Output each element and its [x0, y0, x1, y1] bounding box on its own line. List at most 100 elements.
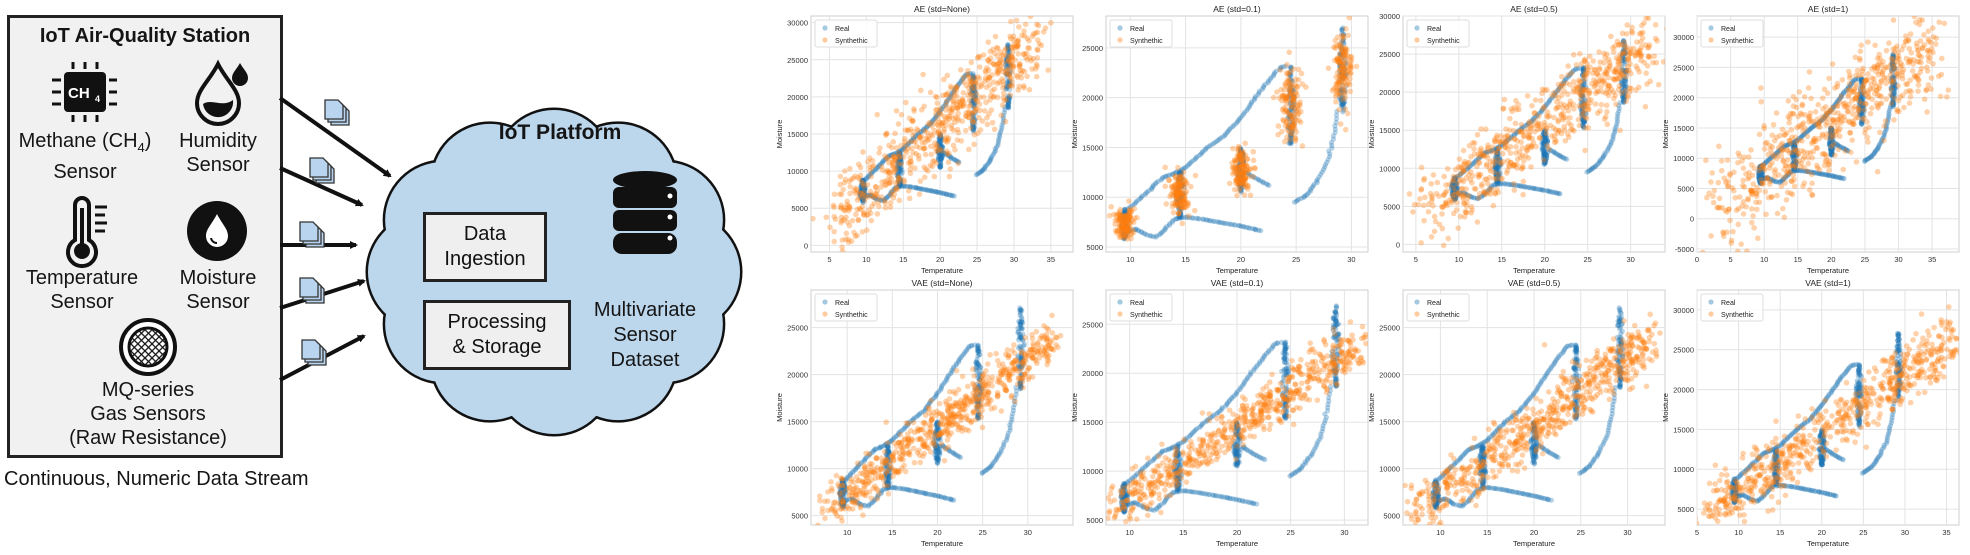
synthetic-point: [1035, 22, 1042, 29]
real-point: [1177, 171, 1183, 177]
synthetic-point: [1240, 163, 1246, 170]
synthetic-point: [1434, 179, 1441, 186]
real-point: [916, 130, 922, 136]
synthetic-point: [884, 167, 891, 174]
real-point: [1620, 49, 1627, 55]
real-point: [1186, 162, 1192, 168]
real-point: [1237, 156, 1243, 162]
synthetic-point: [1906, 58, 1913, 64]
synthetic-point: [892, 155, 898, 161]
real-point: [1878, 140, 1884, 146]
synthetic-point: [1329, 87, 1336, 94]
synthetic-point: [1239, 155, 1245, 162]
synthetic-point: [1645, 16, 1652, 22]
real-point: [1006, 77, 1012, 84]
real-point: [1006, 54, 1012, 60]
real-point: [1454, 186, 1460, 193]
real-point: [1170, 218, 1176, 224]
synthetic-point: [1615, 56, 1622, 63]
synthetic-point: [1594, 88, 1601, 95]
real-point: [1291, 101, 1297, 107]
real-point: [859, 194, 865, 200]
synthetic-point: [957, 102, 964, 109]
synthetic-point: [1544, 87, 1550, 93]
real-point: [1793, 151, 1799, 158]
real-point: [1770, 153, 1776, 159]
real-point: [1007, 81, 1013, 87]
real-point: [938, 155, 944, 162]
real-point: [940, 190, 946, 196]
real-point: [1288, 140, 1294, 146]
real-point: [1857, 99, 1863, 105]
real-point: [1287, 123, 1293, 129]
synthetic-point: [1239, 168, 1246, 175]
synthetic-point: [1286, 129, 1292, 135]
synthetic-point: [871, 200, 878, 207]
synthetic-point: [1017, 67, 1023, 74]
synthetic-point: [886, 180, 893, 187]
synthetic-point: [1179, 181, 1186, 188]
real-point: [1493, 174, 1499, 180]
synthetic-point: [882, 153, 888, 159]
real-point: [1493, 167, 1500, 173]
real-point: [1857, 109, 1863, 115]
synthetic-point: [1239, 175, 1246, 182]
real-point: [1122, 229, 1128, 235]
real-point: [1535, 111, 1541, 117]
real-point: [1516, 127, 1522, 133]
real-point: [1832, 141, 1839, 147]
real-point: [1760, 171, 1766, 177]
real-point: [1004, 71, 1010, 77]
real-point: [1452, 191, 1458, 197]
synthetic-point: [845, 207, 852, 214]
real-point: [1493, 171, 1499, 177]
synthetic-point: [1551, 133, 1558, 139]
real-point: [974, 171, 980, 177]
synthetic-point: [1447, 197, 1453, 203]
real-point: [1828, 152, 1834, 158]
real-point: [1599, 155, 1606, 161]
real-point: [1578, 89, 1584, 96]
synthetic-point: [1338, 47, 1345, 54]
synthetic-point: [1294, 111, 1301, 118]
synthetic-point: [1580, 86, 1586, 92]
real-point: [1200, 216, 1206, 222]
synthetic-point: [1418, 186, 1425, 192]
synthetic-point: [1181, 192, 1187, 199]
real-point: [1531, 115, 1538, 121]
real-point: [1827, 139, 1833, 145]
real-point: [1850, 79, 1856, 86]
synthetic-point: [1763, 176, 1769, 182]
real-point: [1174, 197, 1180, 203]
real-point: [1288, 138, 1294, 144]
real-point: [1620, 61, 1626, 67]
real-point: [1236, 168, 1242, 174]
real-point: [970, 93, 976, 99]
synthetic-point: [1456, 177, 1463, 184]
real-point: [1621, 69, 1628, 75]
real-point: [1790, 161, 1796, 167]
real-point: [1827, 109, 1833, 115]
synthetic-point: [947, 108, 953, 114]
real-point: [873, 195, 879, 201]
real-point: [1819, 171, 1826, 177]
synthetic-point: [1504, 170, 1510, 176]
synthetic-point: [1556, 127, 1563, 134]
synthetic-point: [1449, 192, 1456, 198]
synthetic-point: [1009, 69, 1015, 75]
real-point: [1580, 117, 1586, 123]
real-point: [895, 159, 901, 165]
real-point: [1193, 155, 1199, 161]
synthetic-point: [1289, 113, 1296, 119]
synthetic-point: [971, 141, 977, 148]
real-point: [895, 165, 901, 172]
real-point: [1800, 132, 1806, 138]
real-point: [1604, 148, 1611, 154]
real-point: [1758, 178, 1764, 184]
real-point: [1620, 93, 1626, 100]
synthetic-point: [1480, 152, 1487, 159]
synthetic-point: [1000, 85, 1006, 91]
real-point: [971, 81, 978, 87]
real-point: [935, 189, 942, 195]
synthetic-point: [1620, 50, 1627, 57]
